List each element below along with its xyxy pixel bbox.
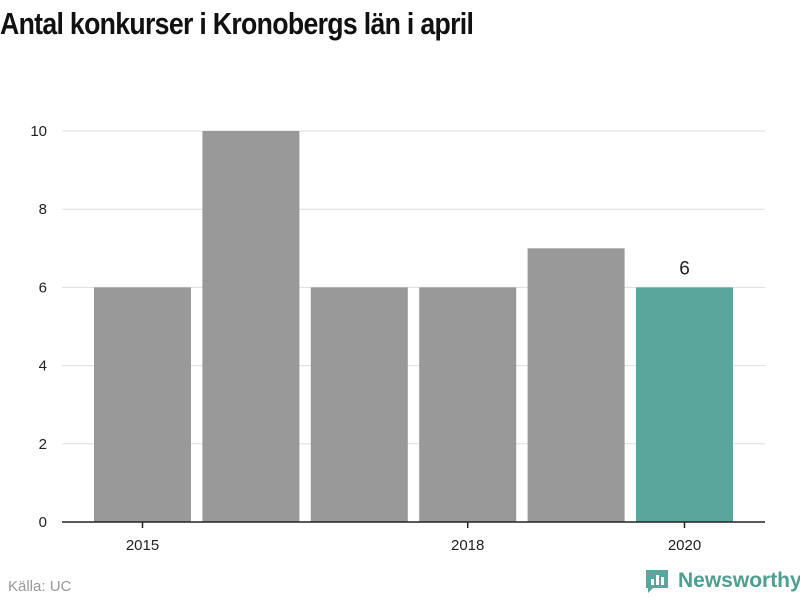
y-tick-label: 0 — [39, 514, 47, 531]
y-tick-label: 2 — [39, 436, 47, 453]
newsworthy-logo-icon — [646, 570, 668, 593]
x-tick-label: 2020 — [668, 537, 701, 554]
bar-2016 — [202, 131, 300, 522]
brand-name: Newsworthy — [678, 569, 800, 592]
bar-2020 — [636, 287, 733, 522]
data-label: 6 — [679, 258, 690, 279]
y-tick-label: 4 — [39, 358, 47, 375]
y-tick-label: 8 — [39, 201, 47, 218]
bar-2017 — [310, 287, 408, 522]
bar-2019 — [527, 248, 625, 523]
source-note: Källa: UC — [8, 578, 72, 595]
bar-2015 — [94, 287, 191, 522]
bar-2018 — [419, 287, 517, 522]
x-tick-label: 2018 — [451, 537, 484, 554]
brand-logo: Newsworthy — [644, 568, 800, 594]
x-tick-label: 2015 — [126, 537, 159, 554]
y-tick-label: 10 — [30, 123, 47, 140]
chart-title: Antal konkurser i Kronobergs län i april — [0, 6, 474, 41]
y-tick-label: 6 — [39, 279, 47, 296]
bar-chart: 0 2 4 6 8 10 6 2015 2018 2020 — [30, 123, 765, 554]
